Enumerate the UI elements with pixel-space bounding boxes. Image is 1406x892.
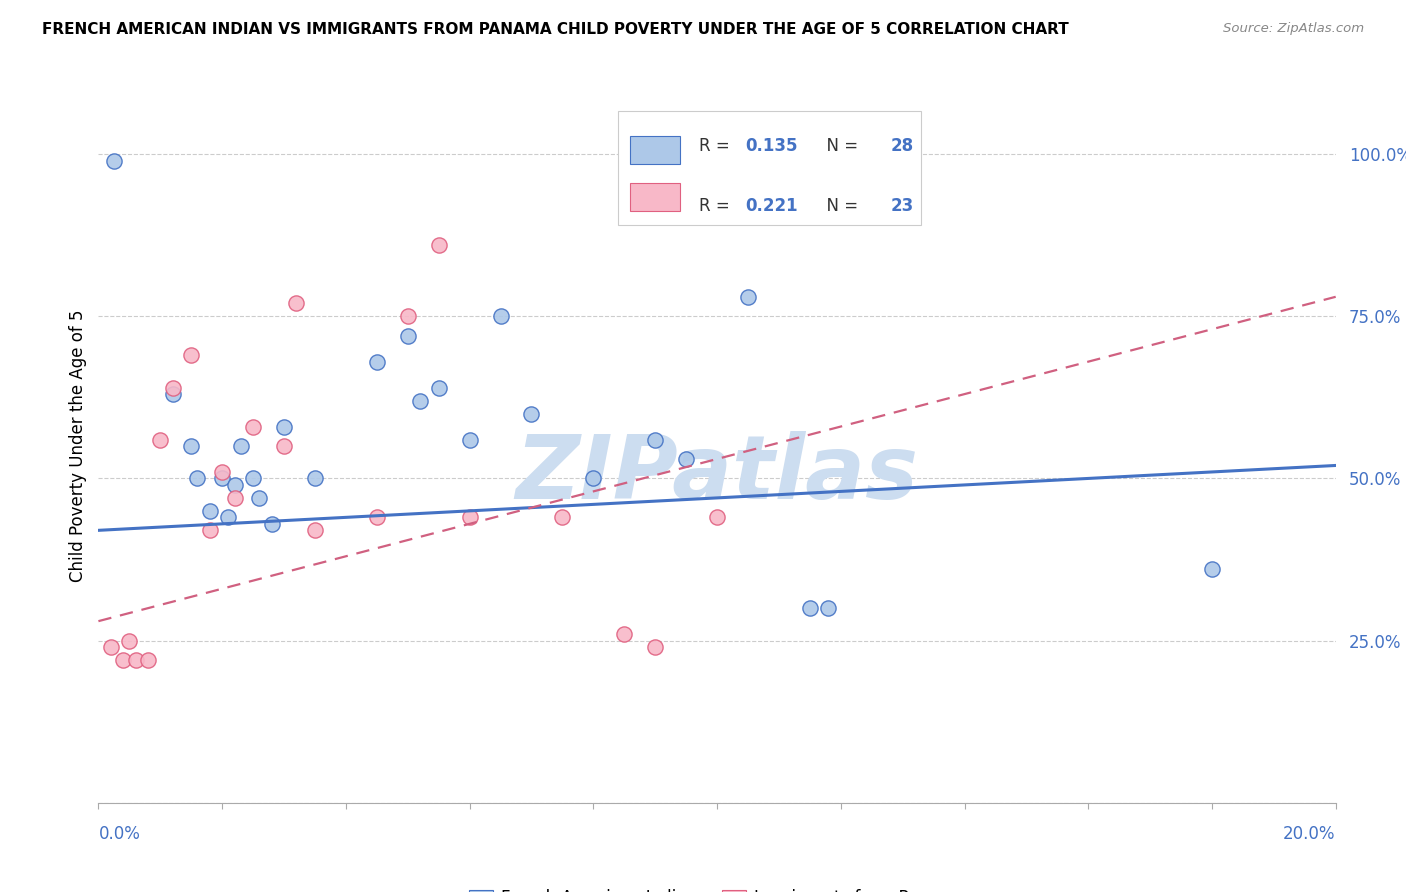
Point bbox=[396, 310, 419, 324]
Point bbox=[242, 471, 264, 485]
Point bbox=[136, 653, 159, 667]
Point bbox=[644, 640, 666, 654]
Point bbox=[427, 381, 450, 395]
Point bbox=[224, 491, 246, 505]
Text: 23: 23 bbox=[890, 197, 914, 215]
FancyBboxPatch shape bbox=[619, 111, 921, 225]
Point bbox=[613, 627, 636, 641]
Point bbox=[551, 510, 574, 524]
Point bbox=[706, 510, 728, 524]
Point bbox=[366, 510, 388, 524]
Point bbox=[186, 471, 208, 485]
Point bbox=[211, 471, 233, 485]
Legend: French American Indians, Immigrants from Panama: French American Indians, Immigrants from… bbox=[463, 882, 972, 892]
Point bbox=[180, 439, 202, 453]
Text: 0.221: 0.221 bbox=[745, 197, 799, 215]
Point bbox=[273, 419, 295, 434]
Point bbox=[100, 640, 122, 654]
Text: R =: R = bbox=[699, 136, 734, 154]
Point bbox=[520, 407, 543, 421]
Point bbox=[396, 328, 419, 343]
Point bbox=[149, 433, 172, 447]
Point bbox=[260, 516, 283, 531]
Point bbox=[103, 153, 125, 168]
Text: 0.0%: 0.0% bbox=[98, 825, 141, 843]
Point bbox=[427, 238, 450, 252]
Point bbox=[247, 491, 270, 505]
Point bbox=[224, 478, 246, 492]
Text: 20.0%: 20.0% bbox=[1284, 825, 1336, 843]
Point bbox=[644, 433, 666, 447]
Point bbox=[304, 471, 326, 485]
Point bbox=[799, 601, 821, 615]
Point bbox=[162, 387, 184, 401]
Y-axis label: Child Poverty Under the Age of 5: Child Poverty Under the Age of 5 bbox=[69, 310, 87, 582]
Point bbox=[304, 524, 326, 538]
Point bbox=[217, 510, 239, 524]
Point bbox=[1201, 562, 1223, 576]
Text: N =: N = bbox=[815, 197, 863, 215]
Text: ZIPatlas: ZIPatlas bbox=[516, 431, 918, 518]
Point bbox=[273, 439, 295, 453]
Text: FRENCH AMERICAN INDIAN VS IMMIGRANTS FROM PANAMA CHILD POVERTY UNDER THE AGE OF : FRENCH AMERICAN INDIAN VS IMMIGRANTS FRO… bbox=[42, 22, 1069, 37]
Text: 28: 28 bbox=[890, 136, 914, 154]
Text: 0.135: 0.135 bbox=[745, 136, 799, 154]
Bar bbox=[630, 183, 681, 211]
Text: N =: N = bbox=[815, 136, 863, 154]
Point bbox=[229, 439, 252, 453]
Point bbox=[458, 433, 481, 447]
Point bbox=[409, 393, 432, 408]
Bar bbox=[630, 136, 681, 164]
Point bbox=[124, 653, 146, 667]
Point bbox=[458, 510, 481, 524]
Point bbox=[737, 290, 759, 304]
Point bbox=[582, 471, 605, 485]
Point bbox=[162, 381, 184, 395]
Text: Source: ZipAtlas.com: Source: ZipAtlas.com bbox=[1223, 22, 1364, 36]
Point bbox=[211, 465, 233, 479]
Point bbox=[675, 452, 697, 467]
Point bbox=[366, 354, 388, 368]
Point bbox=[817, 601, 839, 615]
Point bbox=[285, 296, 308, 310]
Point bbox=[118, 633, 141, 648]
Point bbox=[489, 310, 512, 324]
Point bbox=[180, 348, 202, 362]
Point bbox=[198, 504, 221, 518]
Point bbox=[198, 524, 221, 538]
Point bbox=[112, 653, 135, 667]
Point bbox=[242, 419, 264, 434]
Text: R =: R = bbox=[699, 197, 734, 215]
